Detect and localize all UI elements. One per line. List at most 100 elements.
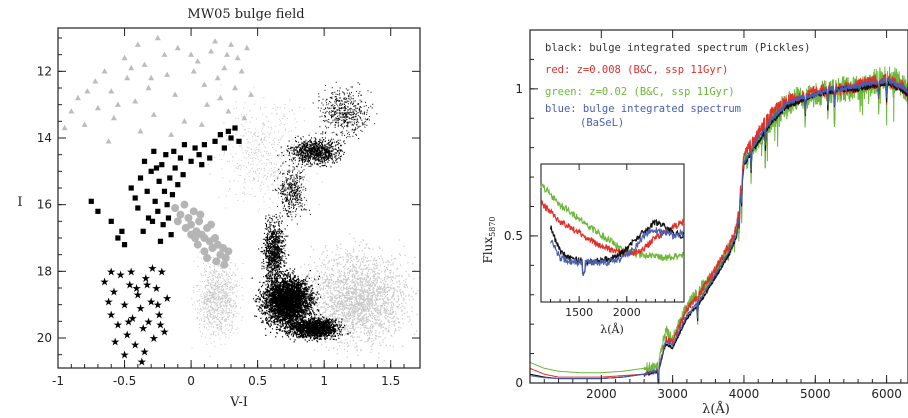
cmd-point — [163, 152, 169, 158]
cmd-point — [232, 84, 239, 91]
cmd-point — [137, 128, 144, 134]
cmd-point: ★ — [152, 282, 162, 295]
cmd-point — [228, 135, 234, 141]
cmd-point — [156, 178, 162, 184]
cmd-point — [196, 210, 205, 219]
spectrum-y-label-sub: 5870 — [488, 216, 497, 236]
cmd-point — [124, 74, 131, 81]
cmd-point — [189, 207, 198, 216]
cmd-point — [200, 247, 209, 256]
spectrum-legend: black: bulge integrated spectrum (Pickle… — [545, 42, 811, 129]
cmd-point: ★ — [124, 315, 134, 328]
cmd-point — [160, 222, 166, 228]
cmd-point: ★ — [148, 262, 158, 275]
spectrum-lines — [529, 66, 908, 385]
cmd-point — [247, 91, 254, 97]
cmd-point: ★ — [146, 295, 156, 308]
cmd-point — [148, 74, 155, 81]
cmd-point — [217, 94, 224, 101]
cmd-x-tick-label: 1 — [320, 374, 328, 388]
cmd-point — [214, 74, 221, 81]
cmd-point — [177, 155, 184, 161]
cmd-point — [191, 234, 200, 242]
cmd-point — [201, 81, 208, 87]
cmd-point — [220, 260, 229, 269]
cmd-point — [190, 68, 197, 74]
cmd-x-tick-label: -1 — [52, 374, 64, 388]
spectrum-legend-entry: black: bulge integrated spectrum (Pickle… — [545, 42, 811, 54]
cmd-point — [188, 158, 194, 164]
spectrum-x-tick-label: 3000 — [657, 387, 688, 401]
cmd-point — [174, 44, 181, 51]
cmd-point — [225, 128, 231, 134]
cmd-point — [161, 51, 168, 57]
cmd-point: ★ — [137, 355, 147, 368]
cmd-point — [137, 175, 144, 181]
cmd-field-cloud — [272, 162, 311, 227]
cmd-point — [134, 41, 141, 47]
cmd-point — [121, 54, 128, 61]
cmd-title: MW05 bulge field — [187, 7, 304, 22]
cmd-point — [110, 114, 117, 121]
cmd-point — [168, 232, 174, 238]
cmd-point — [194, 58, 201, 64]
cmd-point — [148, 168, 154, 174]
cmd-point: ★ — [125, 279, 135, 292]
cmd-point — [188, 51, 195, 57]
cmd-point: ★ — [106, 309, 116, 322]
inset-x-tick-label: 1500 — [565, 306, 593, 319]
inset-series-line — [549, 218, 685, 276]
spectrum-y-tick-label: 1 — [515, 82, 523, 96]
cmd-point: ★ — [140, 345, 150, 358]
cmd-point — [114, 101, 121, 107]
cmd-series-square — [88, 125, 242, 248]
svg-text:Flux5870: Flux5870 — [481, 216, 497, 263]
cmd-point — [184, 214, 193, 222]
cmd-point — [175, 182, 181, 188]
spectrum-y-tick-label: 0 — [515, 376, 523, 390]
cmd-point — [195, 217, 204, 226]
cmd-point — [211, 234, 220, 242]
cmd-point: ★ — [156, 319, 166, 332]
cmd-point: ★ — [113, 319, 123, 332]
cmd-field-cloud — [312, 81, 378, 146]
spectrum-x-tick-label: 6000 — [871, 387, 902, 401]
cmd-point — [121, 242, 128, 248]
cmd-point — [108, 88, 115, 94]
cmd-point — [225, 108, 232, 114]
spectrum-y-tick-label: 0.5 — [504, 229, 523, 243]
cmd-point — [167, 175, 173, 181]
spectrum-legend-entry: red: z=0.008 (B&C, ssp 11Gyr) — [545, 64, 728, 76]
cmd-point — [81, 121, 88, 127]
cmd-point — [144, 188, 150, 194]
cmd-series-triangle — [61, 34, 254, 144]
cmd-point — [168, 131, 175, 137]
cmd-point — [208, 48, 215, 54]
cmd-field-cloud — [277, 134, 346, 168]
cmd-point: ★ — [106, 265, 116, 278]
cmd-series-star: ★★★★★★★★★★★★★★★★★★★★★★★★★★★★★★★★★★★ — [100, 262, 173, 368]
cmd-point — [238, 68, 245, 74]
cmd-point — [181, 142, 188, 148]
cmd-point — [181, 118, 188, 124]
cmd-field-stars — [191, 81, 421, 362]
cmd-y-label: I — [17, 195, 22, 210]
cmd-axis-ticks: -1 -0.5 0 0.5 1 1.5 12 14 16 18 20 — [37, 28, 420, 388]
cmd-point — [224, 51, 231, 57]
cmd-x-tick-label: 0 — [187, 374, 195, 388]
cmd-point — [171, 148, 177, 154]
cmd-point — [101, 68, 108, 74]
spectrum-x-tick-label: 2000 — [586, 387, 617, 401]
cmd-markers: ★★★★★★★★★★★★★★★★★★★★★★★★★★★★★★★★★★★ — [61, 34, 254, 368]
cmd-point: ★ — [132, 282, 142, 295]
inset-series-line — [550, 227, 685, 277]
cmd-point: ★ — [157, 265, 167, 278]
cmd-point — [192, 145, 198, 151]
cmd-point — [228, 41, 235, 47]
cmd-point — [196, 152, 202, 158]
cmd-point — [221, 145, 227, 151]
cmd-point — [164, 202, 170, 208]
spectrum-series-line — [529, 73, 908, 385]
cmd-point — [217, 132, 223, 138]
cmd-y-tick-label: 18 — [37, 264, 52, 278]
